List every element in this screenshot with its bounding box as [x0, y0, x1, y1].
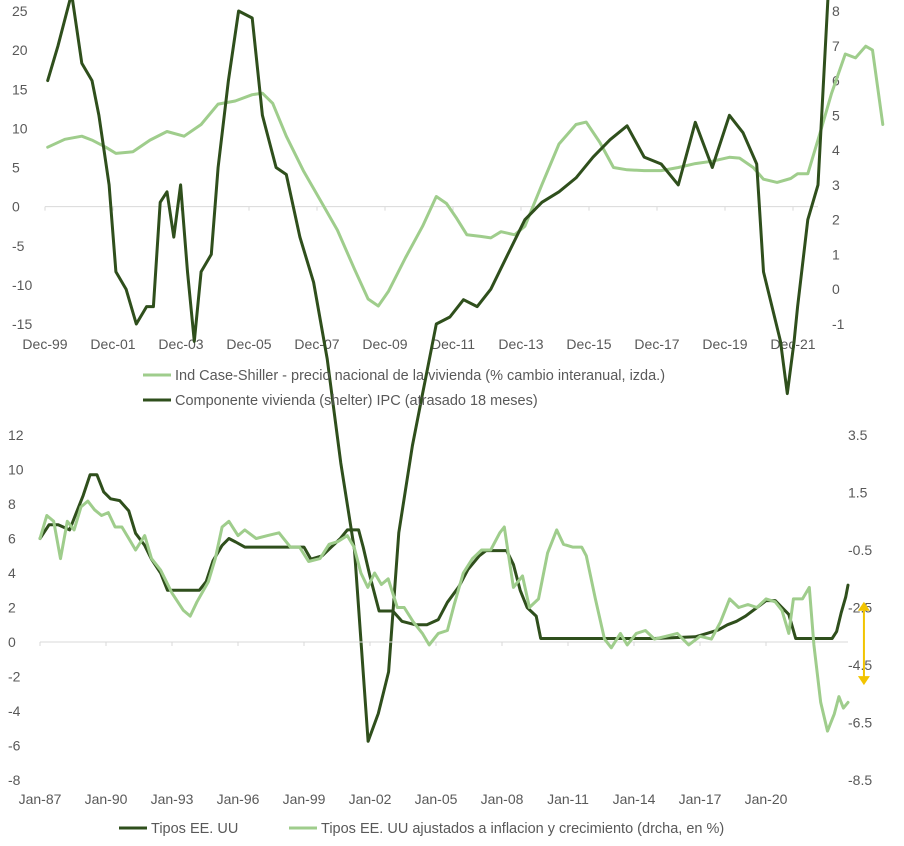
y-right-tick-label: -1: [832, 316, 845, 332]
y-left-tick-label: -4: [8, 703, 21, 719]
y-left-tick-label: 15: [12, 81, 28, 97]
x-tick-label: Dec-19: [702, 336, 747, 352]
x-tick-label: Jan-14: [613, 791, 656, 807]
x-tick-label: Dec-11: [431, 336, 475, 352]
y-right-tick-label: -4.5: [848, 657, 872, 673]
x-tick-label: Jan-02: [349, 791, 392, 807]
y-left-tick-label: 2: [8, 600, 16, 616]
x-tick-label: Dec-13: [498, 336, 543, 352]
y-right-tick-label: 7: [832, 38, 840, 54]
arrow-head-down: [857, 676, 870, 686]
series-line-dark: [38, 473, 850, 640]
legend-bottom: Tipos EE. UU Tipos EE. UU ajustados a in…: [119, 821, 724, 837]
x-tick-label: Jan-08: [481, 791, 524, 807]
x-tick-label: Jan-93: [151, 791, 194, 807]
y-right-tick-label: 4: [832, 142, 840, 158]
y-left-tick-label: 4: [8, 565, 16, 581]
y-left-tick-label: 0: [12, 199, 20, 215]
y-left-tick-label: -10: [12, 277, 32, 293]
y-left-tick-label: -5: [12, 238, 25, 254]
x-tick-label: Jan-11: [547, 791, 589, 807]
legend-label-shelter: Componente vivienda (shelter) IPC (atras…: [175, 393, 538, 409]
y-right-tick-label: 3.5: [848, 427, 868, 443]
y-right-tick-label: 1.5: [848, 485, 868, 501]
y-right-tick-label: 2: [832, 212, 840, 228]
y-right-tick-label: -0.5: [848, 542, 872, 558]
y-right-tick-label: 3: [832, 177, 840, 193]
x-tick-label: Jan-20: [745, 791, 788, 807]
arrow-head-up: [857, 601, 870, 611]
series-line-light: [38, 499, 850, 733]
y-right-tick-label: 0: [832, 281, 840, 297]
y-right-tick-label: -8.5: [848, 772, 872, 788]
x-tick-label: Dec-07: [294, 336, 339, 352]
y-right-tick-label: 5: [832, 107, 840, 123]
x-tick-label: Dec-09: [362, 336, 407, 352]
y-left-tick-label: 6: [8, 531, 16, 547]
series-line-light: [46, 44, 885, 308]
x-tick-label: Jan-05: [415, 791, 458, 807]
y-left-tick-label: -8: [8, 772, 21, 788]
y-left-tick-label: -6: [8, 738, 21, 754]
y-left-tick-label: 25: [12, 3, 28, 19]
x-tick-label: Dec-99: [22, 336, 67, 352]
y-left-tick-label: 12: [8, 427, 24, 443]
x-tick-label: Jan-90: [85, 791, 128, 807]
y-left-tick-label: 5: [12, 160, 20, 176]
x-tick-label: Dec-03: [158, 336, 203, 352]
y-left-tick-label: 8: [8, 496, 16, 512]
legend-top: Ind Case-Shiller - precio nacional de la…: [143, 368, 665, 409]
x-tick-label: Jan-96: [217, 791, 260, 807]
y-left-tick-label: 20: [12, 42, 28, 58]
legend-label-case-shiller: Ind Case-Shiller - precio nacional de la…: [175, 368, 665, 384]
y-left-tick-label: 10: [8, 462, 24, 478]
x-tick-label: Jan-17: [679, 791, 722, 807]
x-tick-label: Jan-87: [19, 791, 62, 807]
x-tick-label: Dec-01: [90, 336, 135, 352]
y-right-tick-label: -6.5: [848, 715, 872, 731]
x-tick-label: Dec-15: [566, 336, 611, 352]
y-left-tick-label: -2: [8, 669, 21, 685]
legend-label-adjusted-rates: Tipos EE. UU ajustados a inflacion y cre…: [321, 821, 724, 837]
y-left-tick-label: -15: [12, 316, 32, 332]
y-right-tick-label: 1: [832, 246, 840, 262]
y-left-tick-label: 0: [8, 634, 16, 650]
legend-label-rates: Tipos EE. UU: [151, 821, 238, 837]
x-tick-label: Jan-99: [283, 791, 326, 807]
y-right-tick-label: 8: [832, 3, 840, 19]
series-line-dark: [46, 0, 830, 743]
chart-rates: 121086420-2-4-6-83.51.5-0.5-2.5-4.5-6.5-…: [8, 427, 872, 807]
x-tick-label: Dec-05: [226, 336, 271, 352]
y-left-tick-label: 10: [12, 120, 28, 136]
x-tick-label: Dec-17: [634, 336, 679, 352]
